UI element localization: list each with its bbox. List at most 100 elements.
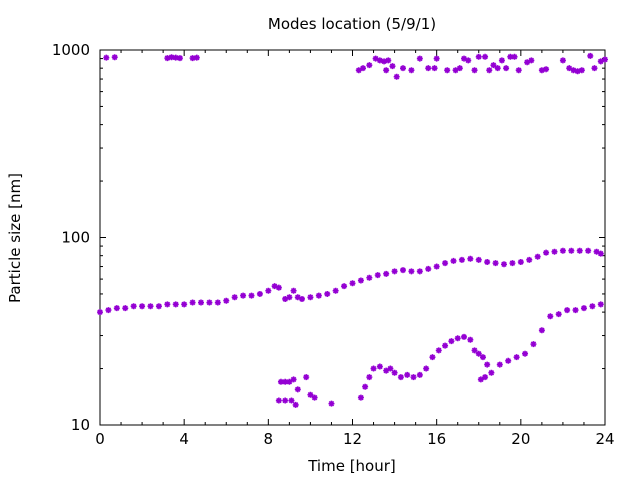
data-point bbox=[555, 311, 562, 318]
data-point bbox=[189, 55, 196, 62]
chart-title: Modes location (5/9/1) bbox=[268, 15, 436, 33]
data-point bbox=[275, 284, 282, 291]
data-point bbox=[477, 376, 484, 383]
data-point bbox=[425, 65, 432, 72]
data-point bbox=[410, 374, 417, 381]
data-point bbox=[362, 383, 369, 390]
data-point bbox=[408, 67, 415, 74]
data-point bbox=[507, 53, 514, 60]
data-point bbox=[416, 268, 423, 275]
data-point bbox=[431, 65, 438, 72]
data-point bbox=[366, 274, 373, 281]
data-point bbox=[97, 309, 103, 316]
x-tick-label: 8 bbox=[264, 430, 274, 448]
data-point bbox=[271, 283, 278, 290]
data-point bbox=[482, 53, 489, 60]
data-point bbox=[366, 374, 373, 381]
data-point bbox=[416, 55, 423, 62]
data-point bbox=[389, 63, 396, 70]
data-point bbox=[294, 386, 301, 393]
data-point bbox=[391, 268, 398, 275]
data-point bbox=[515, 67, 522, 74]
data-point bbox=[265, 287, 272, 294]
data-point bbox=[423, 365, 430, 372]
data-point bbox=[471, 67, 478, 74]
data-point bbox=[416, 371, 423, 378]
data-point bbox=[292, 401, 299, 408]
data-point bbox=[465, 57, 472, 64]
data-point bbox=[442, 342, 449, 349]
data-point bbox=[113, 305, 120, 312]
data-point bbox=[475, 350, 482, 357]
data-point bbox=[139, 303, 146, 310]
data-point bbox=[349, 280, 356, 287]
data-point bbox=[189, 299, 196, 306]
data-point bbox=[593, 248, 600, 255]
data-point bbox=[574, 68, 581, 75]
data-point bbox=[543, 249, 550, 256]
data-point bbox=[458, 256, 465, 263]
data-point bbox=[383, 270, 390, 277]
data-point bbox=[444, 67, 451, 74]
data-point bbox=[488, 369, 495, 376]
data-point bbox=[547, 313, 554, 320]
data-point bbox=[391, 369, 398, 376]
y-tick-label: 100 bbox=[61, 229, 90, 247]
data-point bbox=[193, 54, 200, 61]
data-point bbox=[256, 290, 263, 297]
data-point bbox=[522, 350, 529, 357]
data-point bbox=[168, 54, 175, 61]
data-point bbox=[370, 365, 377, 372]
data-point bbox=[570, 67, 577, 74]
data-point bbox=[164, 55, 171, 62]
data-point bbox=[376, 363, 383, 370]
data-point bbox=[534, 253, 541, 260]
data-point bbox=[526, 256, 533, 263]
data-point bbox=[597, 250, 604, 257]
data-point bbox=[524, 59, 531, 66]
data-point bbox=[290, 287, 297, 294]
data-point bbox=[303, 374, 310, 381]
data-point bbox=[130, 303, 137, 310]
data-point bbox=[448, 338, 455, 345]
data-point bbox=[528, 57, 535, 64]
data-point bbox=[591, 65, 598, 72]
data-point bbox=[498, 57, 505, 64]
data-point bbox=[341, 283, 348, 290]
data-point bbox=[164, 301, 171, 308]
data-point bbox=[374, 272, 381, 279]
data-point bbox=[475, 256, 482, 263]
data-point bbox=[376, 57, 383, 64]
data-point bbox=[543, 66, 550, 73]
data-point bbox=[172, 54, 179, 61]
data-point bbox=[294, 294, 301, 301]
data-point bbox=[572, 307, 579, 314]
data-point bbox=[461, 55, 468, 62]
data-point bbox=[492, 260, 499, 267]
data-point bbox=[501, 261, 507, 268]
data-point bbox=[397, 374, 404, 381]
data-point bbox=[288, 397, 295, 404]
data-point bbox=[587, 52, 594, 59]
data-point bbox=[214, 299, 221, 306]
data-point bbox=[589, 303, 596, 310]
data-point bbox=[372, 55, 379, 62]
data-point bbox=[559, 57, 566, 64]
data-point bbox=[442, 260, 449, 267]
data-point bbox=[490, 62, 497, 69]
data-point bbox=[400, 267, 406, 274]
data-point bbox=[597, 58, 604, 65]
data-point bbox=[433, 55, 440, 62]
data-point bbox=[454, 335, 461, 342]
data-point bbox=[383, 67, 390, 74]
data-points bbox=[97, 52, 608, 408]
data-point bbox=[311, 394, 318, 401]
x-tick-label: 0 bbox=[95, 430, 105, 448]
data-point bbox=[484, 361, 491, 368]
data-point bbox=[471, 347, 478, 354]
data-point bbox=[602, 56, 608, 63]
x-tick-label: 16 bbox=[427, 430, 446, 448]
data-point bbox=[400, 65, 406, 72]
data-point bbox=[275, 397, 282, 404]
